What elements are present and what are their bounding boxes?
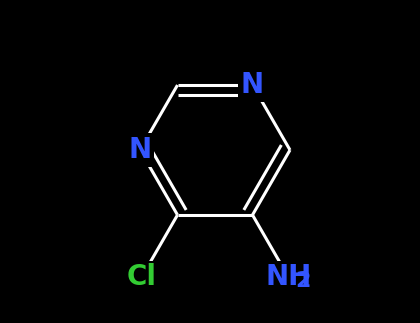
Text: N: N [241, 71, 264, 99]
Text: 2: 2 [295, 271, 310, 291]
Text: Cl: Cl [126, 263, 157, 291]
Text: N: N [129, 136, 152, 164]
Text: NH: NH [265, 263, 312, 291]
